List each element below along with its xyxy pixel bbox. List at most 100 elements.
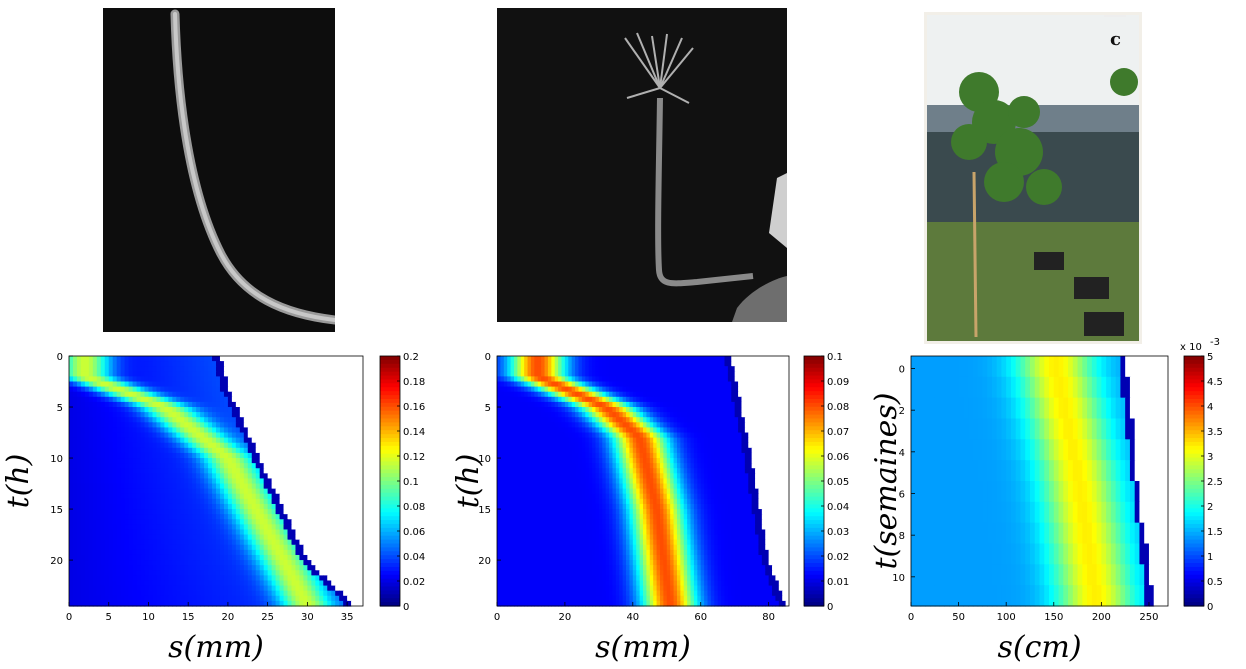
heatmap-cell <box>132 529 138 536</box>
heatmap-cell <box>92 590 98 597</box>
heatmap-cell <box>108 503 114 510</box>
heatmap-cell <box>295 503 301 510</box>
heatmap-cell <box>152 432 157 439</box>
heatmap-cell <box>196 478 201 485</box>
heatmap-cell <box>259 503 265 510</box>
heatmap-cell <box>156 498 161 505</box>
heatmap-cell <box>136 473 142 480</box>
heatmap-cell <box>629 361 634 367</box>
heatmap-cell <box>168 463 173 469</box>
heatmap-cell <box>243 483 249 490</box>
heatmap-cell <box>235 366 241 372</box>
heatmap-cell <box>335 401 340 408</box>
heatmap-cell <box>619 417 624 423</box>
heatmap-cell <box>192 356 197 362</box>
heatmap-cell <box>144 468 150 474</box>
heatmap-cell <box>585 371 590 378</box>
heatmap-cell <box>216 580 221 587</box>
heatmap-cell <box>636 386 641 393</box>
heatmap-cell <box>758 386 763 393</box>
heatmap-cell <box>172 412 177 418</box>
heatmap-cell <box>176 407 181 413</box>
heatmap-cell <box>152 534 157 541</box>
colorbar-tick-label: 0.08 <box>403 502 425 513</box>
heatmap-cell <box>259 498 265 505</box>
heatmap-cell <box>128 539 134 546</box>
heatmap-cell <box>188 519 193 525</box>
heatmap-cell <box>327 595 332 602</box>
heatmap-cell <box>351 422 356 429</box>
heatmap-cell <box>172 544 177 551</box>
heatmap-cell <box>615 391 620 398</box>
colorbar-step <box>380 457 400 463</box>
heatmap-cell <box>200 401 205 408</box>
heatmap-cell <box>609 412 614 418</box>
heatmap-cell <box>263 356 269 362</box>
x-tick-label: 5 <box>106 612 112 623</box>
heatmap-cell <box>343 463 348 469</box>
heatmap-cell <box>259 595 265 602</box>
heatmap-cell <box>239 524 245 531</box>
heatmap-cell <box>88 478 94 485</box>
heatmap-cell <box>251 600 257 607</box>
heatmap-cell <box>299 595 304 602</box>
heatmap-cell <box>116 447 122 454</box>
heatmap-cell <box>132 458 138 464</box>
heatmap-cell <box>704 356 709 362</box>
heatmap-cell <box>136 483 142 490</box>
heatmap-cell <box>544 386 549 393</box>
heatmap-cell <box>609 422 614 429</box>
heatmap-cell <box>649 361 654 367</box>
heatmap-cell <box>120 401 126 408</box>
heatmap-cell <box>223 371 229 378</box>
heatmap-cell <box>639 417 644 423</box>
heatmap-cell <box>279 585 285 592</box>
heatmap-cell <box>605 386 610 393</box>
heatmap-cell <box>239 442 245 449</box>
heatmap-cell <box>247 570 253 576</box>
heatmap-cell <box>666 391 671 398</box>
heatmap-cell <box>295 478 301 485</box>
heatmap-cell <box>299 391 304 398</box>
heatmap-cell <box>196 498 201 505</box>
heatmap-cell <box>156 458 161 464</box>
heatmap-cell <box>561 361 566 367</box>
heatmap-cell <box>88 524 94 531</box>
heatmap-cell <box>561 401 566 408</box>
heatmap-cell <box>172 401 177 408</box>
heatmap-cell <box>80 452 86 459</box>
heatmap-cell <box>670 381 675 388</box>
heatmap-cell <box>227 570 233 576</box>
heatmap-cell <box>687 391 692 398</box>
heatmap-cell <box>602 356 607 362</box>
heatmap-cell <box>287 371 293 378</box>
heatmap-cell <box>96 407 102 413</box>
heatmap-cell <box>148 519 154 525</box>
heatmap-cell <box>172 600 177 607</box>
heatmap-cell <box>507 412 512 418</box>
heatmap-cell <box>84 554 90 561</box>
heatmap-cell <box>656 396 661 403</box>
heatmap-cell <box>204 544 209 551</box>
heatmap-cell <box>359 483 364 490</box>
heatmap-cell <box>168 422 173 429</box>
heatmap-cell <box>172 519 177 525</box>
heatmap-cell <box>351 437 356 444</box>
heatmap-cell <box>164 498 169 505</box>
heatmap-cell <box>239 356 245 362</box>
colorbar-tick-label: 0.06 <box>403 527 425 538</box>
heatmap-cell <box>761 376 766 383</box>
heatmap-cell <box>765 361 770 367</box>
heatmap-cell <box>128 560 134 566</box>
heatmap-cell <box>216 514 221 520</box>
heatmap-cell <box>558 417 563 423</box>
heatmap-cell <box>108 529 114 536</box>
heatmap-cell <box>196 468 201 474</box>
heatmap-cell <box>204 458 209 464</box>
heatmap-cell <box>84 498 90 505</box>
heatmap-cell <box>176 427 181 434</box>
heatmap-cell <box>120 519 126 525</box>
heatmap-cell <box>80 442 86 449</box>
heatmap-cell <box>148 529 154 536</box>
heatmap-cell <box>168 473 173 480</box>
